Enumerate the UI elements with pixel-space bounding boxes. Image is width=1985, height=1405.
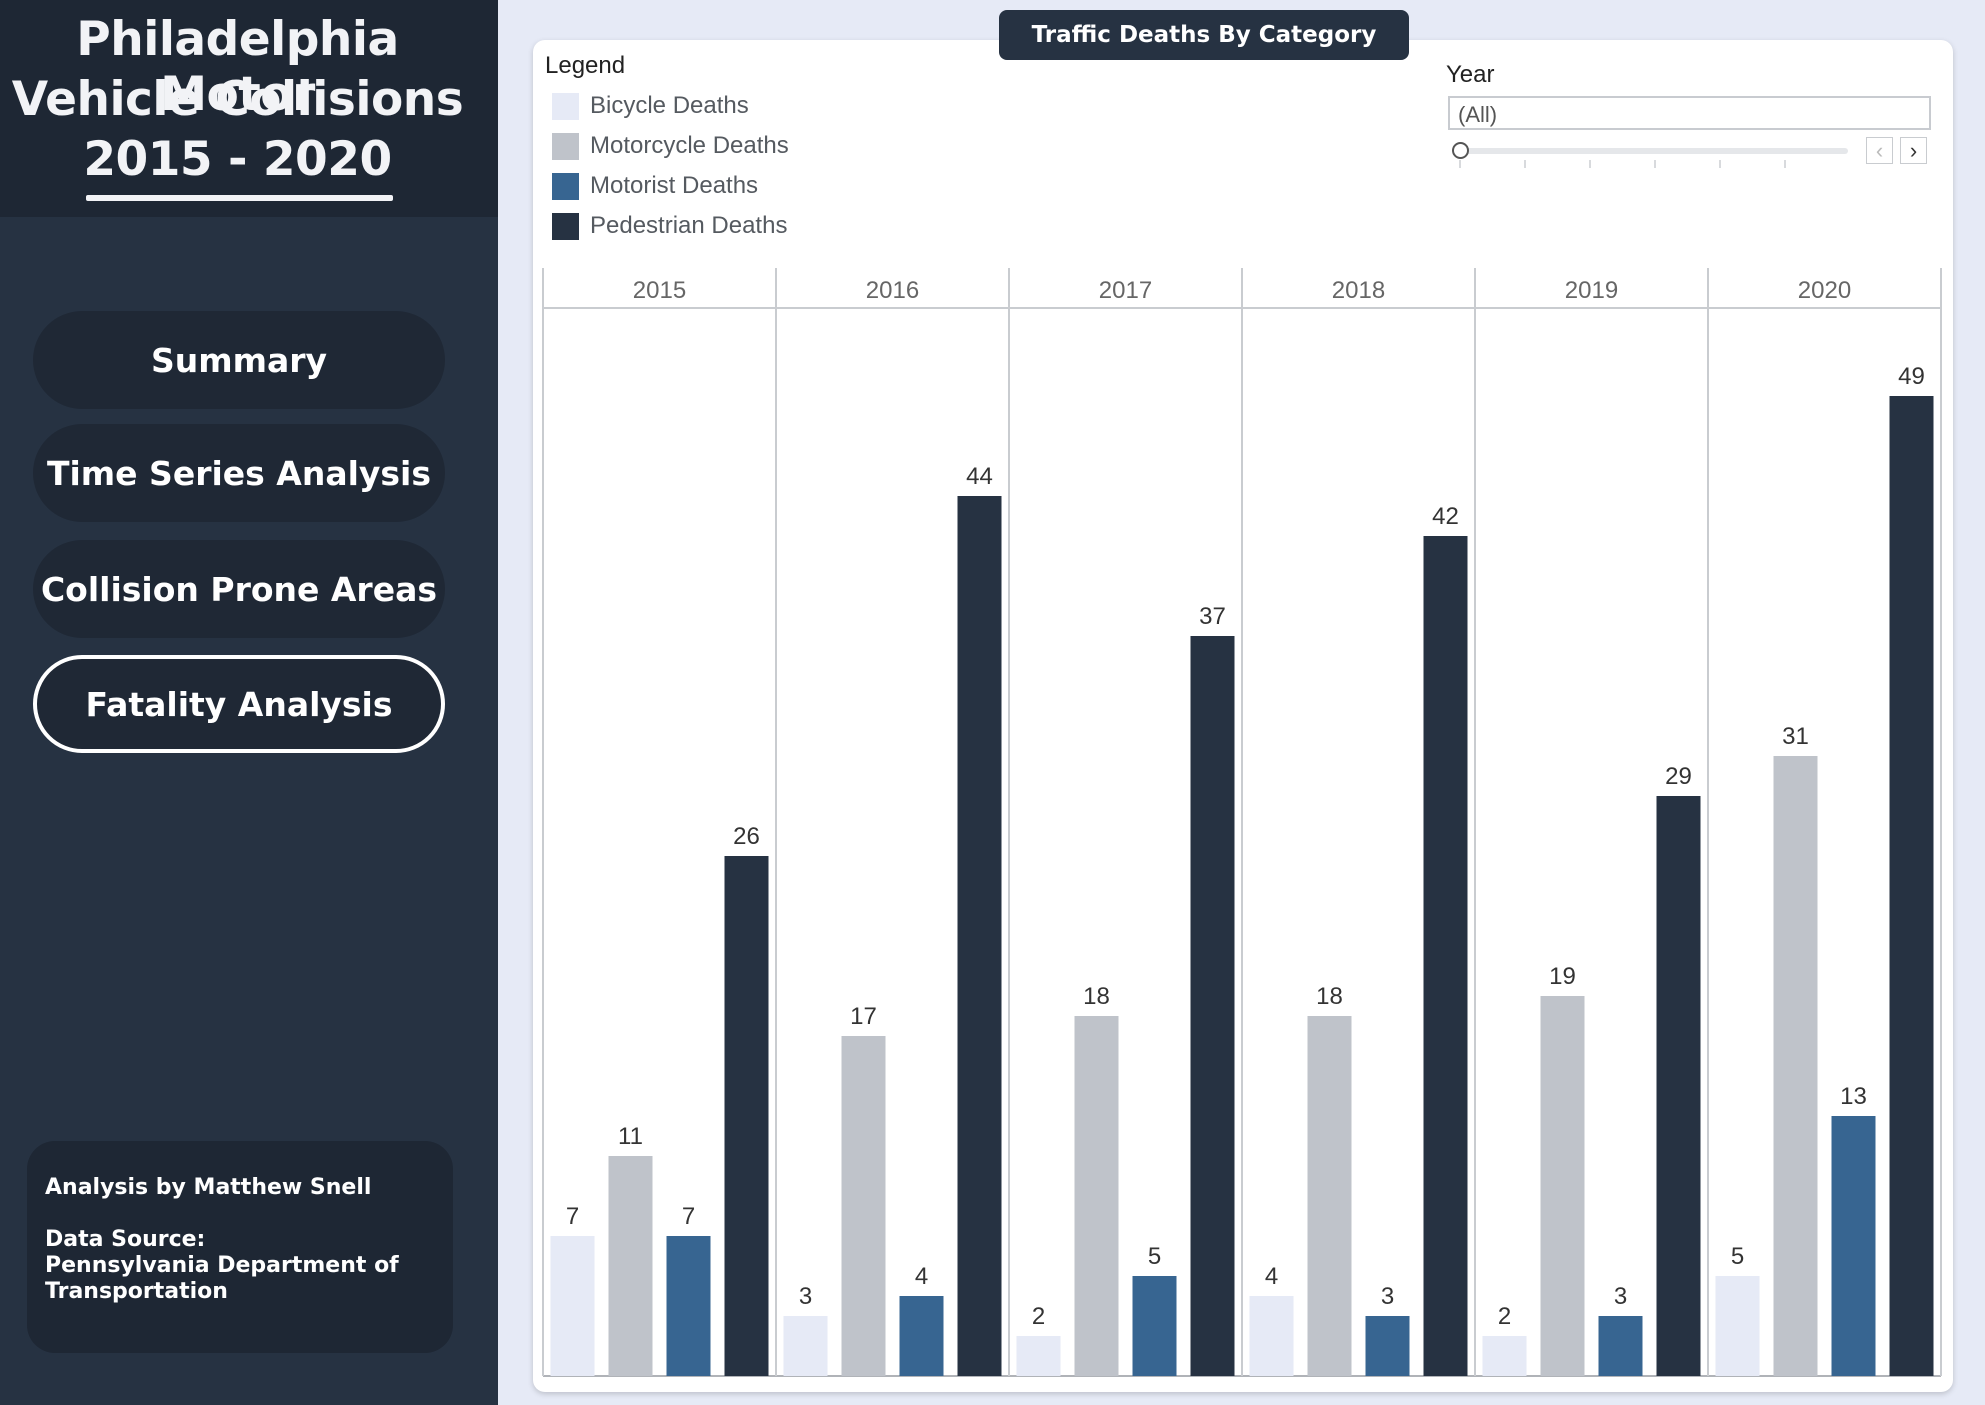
data-label: 13: [1840, 1083, 1867, 1110]
bar[interactable]: [1715, 1276, 1760, 1376]
credit-source-label: Data Source:: [45, 1227, 206, 1252]
bar[interactable]: [783, 1316, 828, 1376]
bar[interactable]: [1656, 796, 1701, 1376]
year-header-label: 2017: [1099, 277, 1152, 304]
data-label: 42: [1432, 503, 1459, 530]
year-filter-select[interactable]: (All): [1448, 96, 1931, 130]
bar[interactable]: [1540, 996, 1585, 1376]
slider-tick: [1459, 160, 1461, 168]
data-label: 4: [1265, 1263, 1278, 1290]
legend-swatch-pedestrian: [552, 212, 579, 240]
year-slider-track[interactable]: [1458, 148, 1848, 154]
bar[interactable]: [1307, 1016, 1352, 1376]
bar[interactable]: [1831, 1116, 1876, 1376]
bar[interactable]: [1074, 1016, 1119, 1376]
data-label: 17: [850, 1003, 877, 1030]
legend-swatch-bicycle: [552, 92, 579, 120]
data-label: 4: [915, 1263, 928, 1290]
bar[interactable]: [1016, 1336, 1061, 1376]
nav-time-series-button[interactable]: Time Series Analysis: [33, 424, 445, 522]
year-header-label: 2015: [633, 277, 686, 304]
legend-item-motorcycle[interactable]: Motorcycle Deaths: [552, 132, 789, 160]
nav-fatality-analysis-button[interactable]: Fatality Analysis: [33, 655, 445, 753]
slider-tick: [1654, 160, 1656, 168]
chart-title: Traffic Deaths By Category: [999, 10, 1409, 60]
data-label: 37: [1199, 603, 1226, 630]
legend-title: Legend: [545, 52, 626, 79]
legend-item-motorist[interactable]: Motorist Deaths: [552, 172, 758, 200]
data-label: 5: [1731, 1243, 1744, 1270]
data-label: 3: [1614, 1283, 1627, 1310]
bar[interactable]: [1423, 536, 1468, 1376]
nav-collision-prone-areas-button[interactable]: Collision Prone Areas: [33, 540, 445, 638]
data-label: 7: [682, 1203, 695, 1230]
legend-label: Motorcycle Deaths: [590, 132, 789, 159]
chevron-left-icon[interactable]: ‹: [1866, 137, 1893, 164]
year-slider-handle[interactable]: [1452, 142, 1469, 159]
data-label: 11: [618, 1123, 643, 1150]
slider-tick: [1524, 160, 1526, 168]
slider-tick: [1784, 160, 1786, 168]
chevron-right-icon[interactable]: ›: [1900, 137, 1927, 164]
bar[interactable]: [1889, 396, 1934, 1376]
data-label: 3: [1381, 1283, 1394, 1310]
bar[interactable]: [1249, 1296, 1294, 1376]
year-header-label: 2019: [1565, 277, 1618, 304]
year-header-label: 2016: [866, 277, 919, 304]
slider-tick: [1719, 160, 1721, 168]
title-line-1: Philadelphia Motor: [76, 12, 399, 122]
credit-author: Analysis by Matthew Snell: [45, 1175, 372, 1200]
data-label: 26: [733, 823, 760, 850]
title-line-3: 2015 - 2020: [83, 132, 392, 187]
title-underline: [86, 195, 393, 201]
bar[interactable]: [1598, 1316, 1643, 1376]
legend-label: Motorist Deaths: [590, 172, 759, 199]
legend-item-pedestrian[interactable]: Pedestrian Deaths: [552, 212, 787, 240]
credit-source: Pennsylvania Department of Transportatio…: [45, 1253, 399, 1304]
data-label: 19: [1549, 963, 1576, 990]
data-label: 2: [1498, 1303, 1511, 1330]
bar[interactable]: [608, 1156, 653, 1376]
data-label: 18: [1083, 983, 1110, 1010]
bar[interactable]: [899, 1296, 944, 1376]
year-header-label: 2020: [1798, 277, 1851, 304]
nav-summary-button[interactable]: Summary: [33, 311, 445, 409]
sidebar: Philadelphia Motor Vehicle Collisions 20…: [0, 0, 498, 1405]
year-header-label: 2018: [1332, 277, 1385, 304]
legend-label: Pedestrian Deaths: [590, 212, 788, 239]
data-label: 7: [566, 1203, 579, 1230]
bar[interactable]: [841, 1036, 886, 1376]
legend-swatch-motorist: [552, 172, 579, 200]
data-label: 31: [1782, 723, 1809, 750]
slider-tick: [1589, 160, 1591, 168]
legend-swatch-motorcycle: [552, 132, 579, 160]
credit-box: Analysis by Matthew Snell Data Source: P…: [27, 1141, 453, 1353]
bar[interactable]: [1773, 756, 1818, 1376]
legend-label: Bicycle Deaths: [590, 92, 749, 119]
legend-item-bicycle[interactable]: Bicycle Deaths: [552, 92, 749, 120]
dashboard-title: Philadelphia Motor Vehicle Collisions 20…: [0, 0, 498, 217]
bar[interactable]: [1482, 1336, 1527, 1376]
data-label: 3: [799, 1283, 812, 1310]
data-label: 44: [966, 463, 993, 490]
year-filter-label: Year: [1446, 61, 1495, 88]
data-label: 2: [1032, 1303, 1045, 1330]
bar[interactable]: [957, 496, 1002, 1376]
data-label: 18: [1316, 983, 1343, 1010]
data-label: 29: [1665, 763, 1692, 790]
bar[interactable]: [1132, 1276, 1177, 1376]
title-line-2: Vehicle Collisions: [11, 72, 464, 127]
data-label: 5: [1148, 1243, 1161, 1270]
bar[interactable]: [724, 856, 769, 1376]
bar[interactable]: [550, 1236, 595, 1376]
bar[interactable]: [666, 1236, 711, 1376]
bar[interactable]: [1190, 636, 1235, 1376]
bar[interactable]: [1365, 1316, 1410, 1376]
data-label: 49: [1898, 363, 1925, 390]
